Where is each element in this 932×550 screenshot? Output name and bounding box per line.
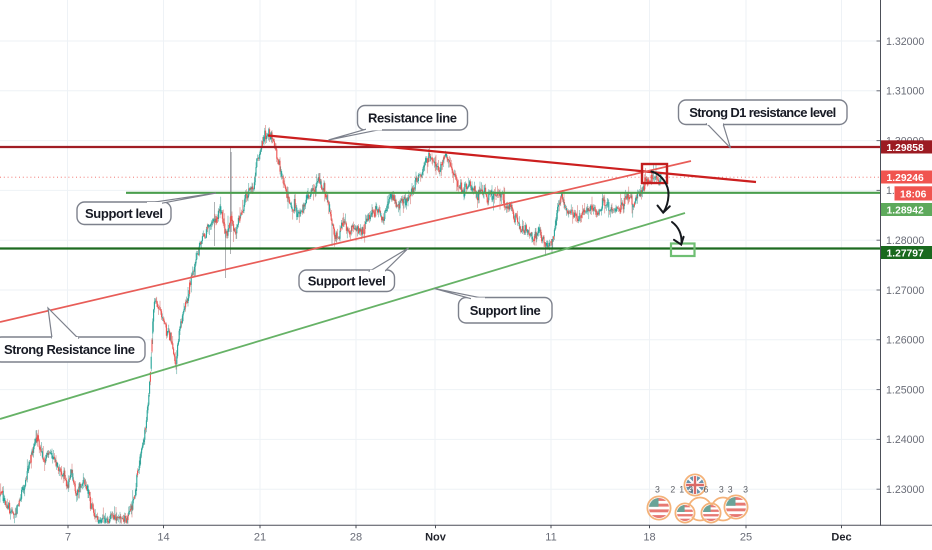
svg-text:Dec: Dec <box>831 532 851 544</box>
svg-text:1.31000: 1.31000 <box>886 86 924 98</box>
svg-text:1.32000: 1.32000 <box>886 36 924 48</box>
svg-text:7: 7 <box>65 532 71 544</box>
svg-text:11: 11 <box>545 532 556 544</box>
svg-text:25: 25 <box>740 532 752 544</box>
svg-text:1.29858: 1.29858 <box>887 143 924 154</box>
svg-text:Strong Resistance line: Strong Resistance line <box>4 342 135 357</box>
svg-text:Support line: Support line <box>470 303 541 318</box>
svg-text:Strong D1 resistance level: Strong D1 resistance level <box>689 105 836 120</box>
svg-text:18:06: 18:06 <box>900 189 927 200</box>
svg-text:Nov: Nov <box>425 532 447 544</box>
svg-text:1.27797: 1.27797 <box>887 248 924 259</box>
svg-text:1.29246: 1.29246 <box>887 173 924 184</box>
svg-text:1.27000: 1.27000 <box>886 285 924 297</box>
svg-text:18: 18 <box>643 532 655 544</box>
svg-text:1.26000: 1.26000 <box>886 335 924 347</box>
svg-text:14: 14 <box>157 532 169 544</box>
svg-text:1.25000: 1.25000 <box>886 384 924 396</box>
svg-text:Support level: Support level <box>85 206 163 221</box>
svg-text:28: 28 <box>350 532 362 544</box>
svg-text:1.28942: 1.28942 <box>887 205 924 216</box>
svg-text:1.28000: 1.28000 <box>886 235 924 247</box>
svg-text:Resistance line: Resistance line <box>368 110 457 125</box>
svg-text:Support level: Support level <box>308 273 386 288</box>
svg-text:21: 21 <box>254 532 266 544</box>
svg-text:1.24000: 1.24000 <box>886 434 924 446</box>
svg-text:1.23000: 1.23000 <box>886 484 924 496</box>
